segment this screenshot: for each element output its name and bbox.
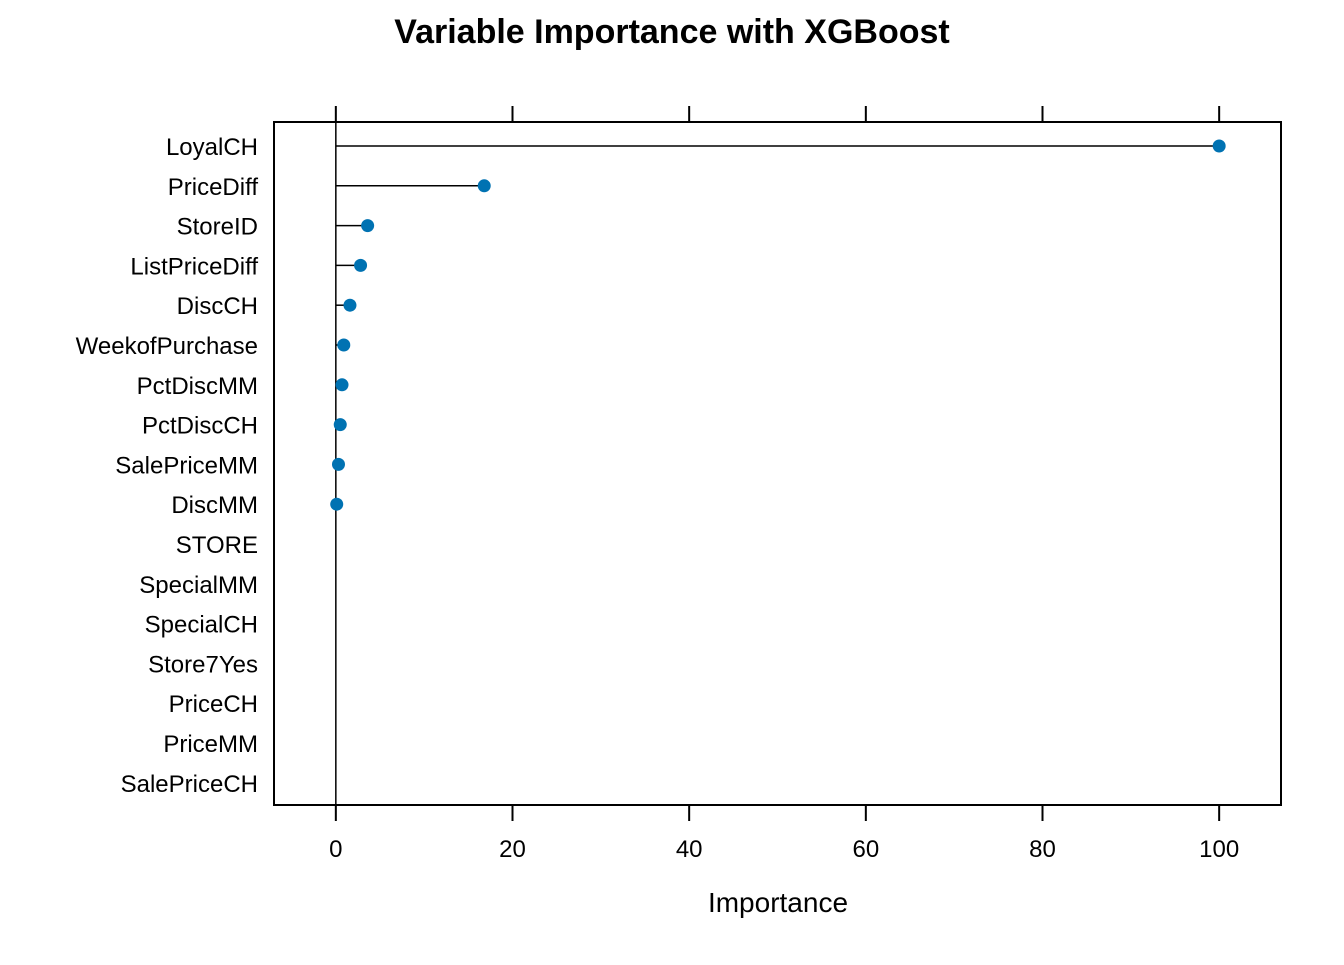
category-label: Store7Yes [148,651,258,678]
category-label: PriceCH [169,691,258,718]
bottom-axis-ticks [334,805,1221,821]
category-label: LoyalCH [166,134,258,161]
importance-point [337,338,351,352]
x-tick-label: 20 [499,836,526,863]
importance-point [354,258,368,272]
importance-point [1212,139,1226,153]
category-label: WeekofPurchase [76,333,258,360]
chart-title: Variable Importance with XGBoost [394,13,949,51]
importance-point [331,457,345,471]
plot-frame [273,121,1282,806]
category-label: PctDiscMM [137,373,258,400]
category-label: SpecialCH [145,612,258,639]
category-label: ListPriceDiff [130,253,258,280]
category-labels: LoyalCH PriceDiff StoreID ListPriceDiff Disc… [76,134,259,798]
category-label: PriceMM [163,731,258,758]
top-axis-ticks [334,106,1221,122]
category-label: StoreID [177,214,258,241]
x-tick-label: 0 [329,836,342,863]
x-tick-label: 60 [852,836,879,863]
category-label: SalePriceMM [115,452,258,479]
x-tick-label: 100 [1199,836,1239,863]
x-tick-label: 40 [676,836,703,863]
importance-point [330,497,344,511]
importance-points [330,139,1226,511]
category-label: DiscCH [177,293,258,320]
x-tick-label: 80 [1029,836,1056,863]
importance-point [343,298,357,312]
importance-point [333,418,347,432]
importance-point [477,179,491,193]
category-label: PriceDiff [168,174,259,201]
importance-stems [335,145,1220,505]
x-axis-title: Importance [708,887,848,918]
category-label: SalePriceCH [121,771,258,798]
importance-point [361,219,375,233]
importance-point [335,378,349,392]
category-label: DiscMM [171,492,258,519]
category-label: SpecialMM [139,572,258,599]
category-label: STORE [176,532,258,559]
x-tick-labels: 0 20 40 60 80 100 [329,836,1239,863]
category-label: PctDiscCH [142,413,258,440]
